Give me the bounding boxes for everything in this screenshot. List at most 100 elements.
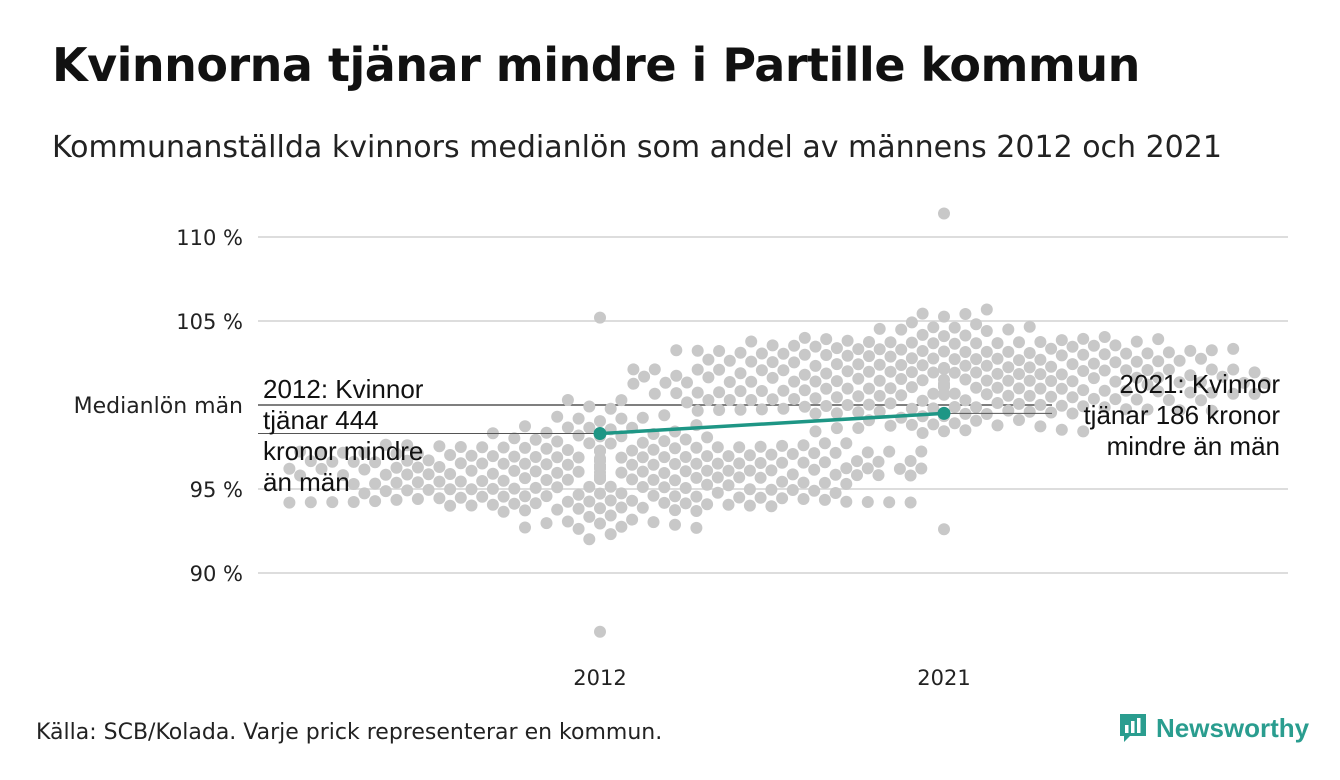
municipality-dot xyxy=(702,353,715,366)
municipality-dot xyxy=(669,474,681,487)
municipality-dot xyxy=(583,510,596,523)
newsworthy-icon xyxy=(1120,714,1146,742)
municipality-dot xyxy=(648,363,661,376)
municipality-dot xyxy=(991,419,1004,432)
municipality-dot xyxy=(540,426,553,439)
municipality-dot xyxy=(754,491,767,504)
municipality-dot xyxy=(798,368,811,381)
chart-title: Kvinnorna tjänar mindre i Partille kommu… xyxy=(52,38,1140,92)
municipality-dot xyxy=(777,384,790,397)
municipality-dot xyxy=(1130,355,1143,368)
municipality-dot xyxy=(734,367,747,380)
municipality-dot xyxy=(594,625,606,638)
municipality-dot xyxy=(294,469,307,482)
municipality-dot xyxy=(820,349,833,361)
municipality-dot xyxy=(1109,375,1122,388)
y-tick-label: 105 % xyxy=(176,310,243,334)
municipality-dot xyxy=(701,478,714,491)
municipality-dot xyxy=(583,400,596,413)
municipality-dot xyxy=(529,451,542,463)
municipality-dot xyxy=(615,501,628,514)
municipality-dot xyxy=(476,490,489,503)
municipality-dot xyxy=(594,444,606,457)
municipality-dot xyxy=(905,336,918,349)
municipality-dot xyxy=(927,418,940,431)
municipality-dot xyxy=(1066,375,1079,388)
municipality-dot xyxy=(927,337,940,350)
municipality-dot xyxy=(840,437,853,450)
municipality-dot xyxy=(938,310,950,323)
municipality-dot xyxy=(1152,385,1165,398)
municipality-dot xyxy=(594,487,606,500)
municipality-dot xyxy=(369,495,382,508)
municipality-dot xyxy=(283,496,296,509)
municipality-dot xyxy=(1087,392,1100,405)
municipality-dot xyxy=(916,307,929,320)
municipality-dot xyxy=(873,322,886,335)
municipality-dot xyxy=(1023,361,1036,374)
municipality-dot xyxy=(851,455,863,468)
municipality-dot xyxy=(401,439,414,452)
municipality-dot xyxy=(734,346,747,359)
municipality-dot xyxy=(358,446,371,459)
municipality-dot xyxy=(529,481,542,494)
brand-name: Newsworthy xyxy=(1156,712,1310,743)
municipality-dot xyxy=(358,487,371,500)
municipality-dot xyxy=(905,316,918,329)
municipality-dot xyxy=(1013,336,1025,349)
municipality-dot xyxy=(681,376,693,389)
municipality-dot xyxy=(540,442,553,455)
municipality-dot xyxy=(861,496,874,508)
municipality-dot xyxy=(551,503,564,516)
municipality-dot xyxy=(497,474,510,487)
municipality-dot xyxy=(959,373,972,386)
municipality-dot xyxy=(852,372,865,385)
municipality-dot xyxy=(1205,363,1218,376)
municipality-dot xyxy=(615,487,628,500)
municipality-dot xyxy=(690,457,703,470)
municipality-dot xyxy=(626,494,639,507)
municipality-dot xyxy=(669,518,681,531)
municipality-dot xyxy=(1173,354,1186,367)
municipality-dot xyxy=(733,457,746,470)
municipality-dot xyxy=(1013,397,1025,410)
municipality-dot xyxy=(369,477,382,490)
municipality-dot xyxy=(508,497,521,510)
municipality-dot xyxy=(1045,375,1058,387)
municipality-dot xyxy=(679,482,692,494)
municipality-dot xyxy=(647,473,660,486)
municipality-dot xyxy=(497,457,510,470)
municipality-dot xyxy=(626,473,639,486)
municipality-dot xyxy=(904,496,917,509)
municipality-dot xyxy=(745,335,758,348)
municipality-dot xyxy=(1066,358,1079,371)
municipality-dot xyxy=(669,458,681,470)
municipality-dot xyxy=(1045,360,1058,373)
municipality-dot xyxy=(970,401,983,414)
municipality-dot xyxy=(691,404,704,417)
municipality-dot xyxy=(690,490,703,503)
municipality-dot xyxy=(970,366,983,379)
municipality-dot xyxy=(938,388,950,401)
municipality-dot xyxy=(659,376,672,389)
municipality-dot xyxy=(916,394,929,407)
municipality-dot xyxy=(701,431,714,444)
municipality-dot xyxy=(970,381,983,394)
municipality-dot xyxy=(561,473,574,486)
beeswarm-chart: Medianlön män 2012: Kvinnor tjänar 444 kro… xyxy=(74,207,1288,690)
municipality-dot xyxy=(788,393,801,405)
municipality-dot xyxy=(390,447,403,460)
municipality-dot xyxy=(743,449,756,462)
municipality-dot xyxy=(745,375,758,388)
municipality-dot xyxy=(1034,420,1047,433)
municipality-dot xyxy=(786,468,799,481)
municipality-dot xyxy=(670,344,683,357)
municipality-dot xyxy=(519,521,531,534)
municipality-dot xyxy=(497,505,510,518)
municipality-dot xyxy=(433,475,446,488)
municipality-dot xyxy=(916,427,929,439)
municipality-dot xyxy=(948,353,961,366)
municipality-dot xyxy=(1162,346,1175,359)
municipality-dot xyxy=(1045,342,1058,355)
municipality-dot xyxy=(797,456,810,469)
